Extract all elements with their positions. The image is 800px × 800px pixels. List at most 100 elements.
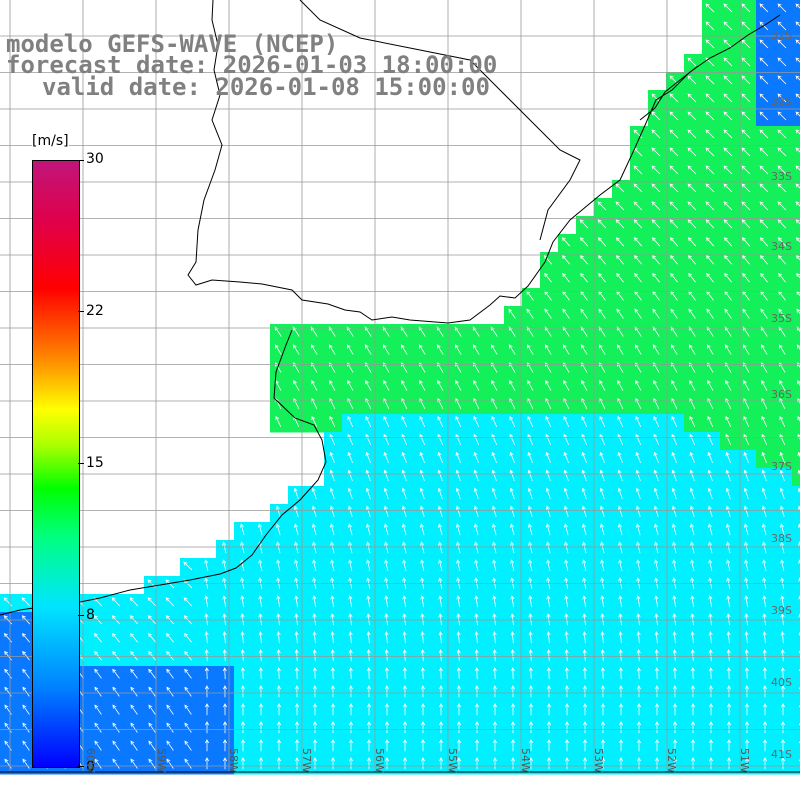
wind-vector-arrow: [780, 703, 786, 716]
wind-vector-arrow: [366, 685, 371, 698]
wind-vector-arrow: [240, 721, 246, 734]
wind-vector-arrow: [563, 505, 569, 518]
wind-vector-arrow: [651, 201, 661, 211]
wind-vector-arrow: [545, 380, 552, 391]
wind-vector-arrow: [689, 451, 695, 464]
wind-vector-arrow: [384, 649, 389, 662]
wind-vector-arrow: [669, 111, 679, 121]
wind-vector-arrow: [437, 469, 443, 482]
wind-vector-arrow: [510, 721, 516, 734]
wind-vector-arrow: [275, 415, 282, 427]
wind-vector-arrow: [636, 649, 641, 662]
wind-vector-arrow: [546, 685, 551, 698]
wind-vector-arrow: [312, 595, 317, 608]
wind-vector-arrow: [222, 757, 228, 770]
wind-vector-arrow: [544, 272, 552, 283]
wind-vector-arrow: [528, 667, 533, 680]
wind-vector-arrow: [148, 758, 156, 769]
wind-vector-arrow: [708, 523, 713, 536]
wind-vector-arrow: [705, 165, 715, 175]
colorbar-tick: [78, 615, 84, 616]
wind-vector-arrow: [618, 595, 623, 608]
wind-vector-arrow: [183, 597, 193, 607]
wind-vector-arrow: [705, 111, 715, 121]
wind-vector-arrow: [400, 344, 408, 355]
wind-vector-arrow: [653, 451, 659, 464]
wind-vector-arrow: [330, 703, 336, 716]
wind-vector-arrow: [599, 380, 606, 391]
wind-vector-arrow: [276, 649, 281, 662]
wind-vector-arrow: [491, 451, 497, 464]
wind-vector-arrow: [491, 487, 497, 500]
wind-vector-arrow: [330, 757, 336, 770]
wind-speed-cell: [792, 198, 800, 217]
wind-vector-arrow: [795, 93, 800, 99]
wind-vector-arrow: [582, 739, 588, 752]
wind-vector-arrow: [599, 469, 605, 482]
wind-vector-arrow: [741, 201, 751, 211]
wind-vector-arrow: [796, 308, 800, 315]
wind-vector-arrow: [671, 380, 678, 391]
wind-vector-arrow: [401, 415, 408, 427]
wind-vector-arrow: [635, 469, 641, 482]
wind-vector-arrow: [762, 631, 767, 644]
wind-vector-arrow: [258, 703, 264, 716]
wind-vector-arrow: [312, 703, 318, 716]
wind-vector-arrow: [111, 632, 121, 643]
wind-vector-arrow: [579, 219, 589, 229]
wind-vector-arrow: [779, 451, 785, 464]
wind-vector-arrow: [744, 685, 749, 698]
wind-vector-arrow: [366, 631, 371, 644]
wind-vector-arrow: [474, 739, 480, 752]
wind-vector-arrow: [401, 505, 407, 518]
wind-vector-arrow: [705, 147, 715, 157]
wind-vector-arrow: [528, 739, 534, 752]
wind-vector-arrow: [795, 254, 800, 261]
wind-vector-arrow: [743, 380, 750, 391]
wind-vector-arrow: [294, 739, 300, 752]
wind-speed-cell: [792, 486, 800, 505]
wind-vector-arrow: [689, 433, 696, 446]
wind-vector-arrow: [615, 219, 625, 229]
wind-speed-cell: [792, 342, 800, 361]
wind-vector-arrow: [636, 721, 642, 734]
wind-vector-arrow: [22, 704, 30, 715]
wind-vector-arrow: [564, 559, 569, 572]
wind-vector-arrow: [474, 523, 479, 536]
wind-vector-arrow: [419, 433, 426, 446]
wind-vector-arrow: [165, 597, 175, 607]
wind-vector-arrow: [706, 272, 714, 283]
wind-vector-arrow: [294, 757, 300, 770]
wind-vector-arrow: [651, 254, 661, 265]
wind-vector-arrow: [348, 523, 353, 536]
wind-vector-arrow: [21, 632, 31, 643]
wind-vector-arrow: [564, 667, 569, 680]
wind-vector-arrow: [795, 237, 800, 243]
wind-vector-arrow: [651, 111, 661, 121]
wind-vector-arrow: [759, 237, 769, 247]
wind-vector-arrow: [777, 147, 787, 157]
wind-vector-arrow: [708, 685, 713, 698]
wind-vector-arrow: [383, 415, 390, 427]
wind-vector-arrow: [184, 650, 192, 661]
wind-vector-arrow: [22, 668, 30, 679]
wind-vector-arrow: [455, 415, 462, 427]
wind-vector-arrow: [492, 649, 497, 662]
wind-vector-arrow: [330, 523, 335, 536]
wind-vector-arrow: [723, 75, 733, 85]
wind-vector-arrow: [689, 469, 695, 482]
wind-speed-cell: [792, 108, 800, 127]
wind-vector-arrow: [492, 739, 498, 752]
wind-vector-arrow: [22, 686, 30, 697]
wind-vector-arrow: [383, 487, 389, 500]
wind-vector-arrow: [741, 3, 751, 13]
wind-speed-cell: [792, 630, 800, 649]
wind-speed-cell: [792, 162, 800, 181]
wind-vector-arrow: [582, 595, 587, 608]
wind-vector-arrow: [546, 667, 551, 680]
wind-vector-arrow: [599, 451, 605, 464]
colorbar-unit: [m/s]: [32, 133, 69, 149]
wind-vector-arrow: [276, 685, 281, 698]
wind-vector-arrow: [633, 201, 643, 211]
